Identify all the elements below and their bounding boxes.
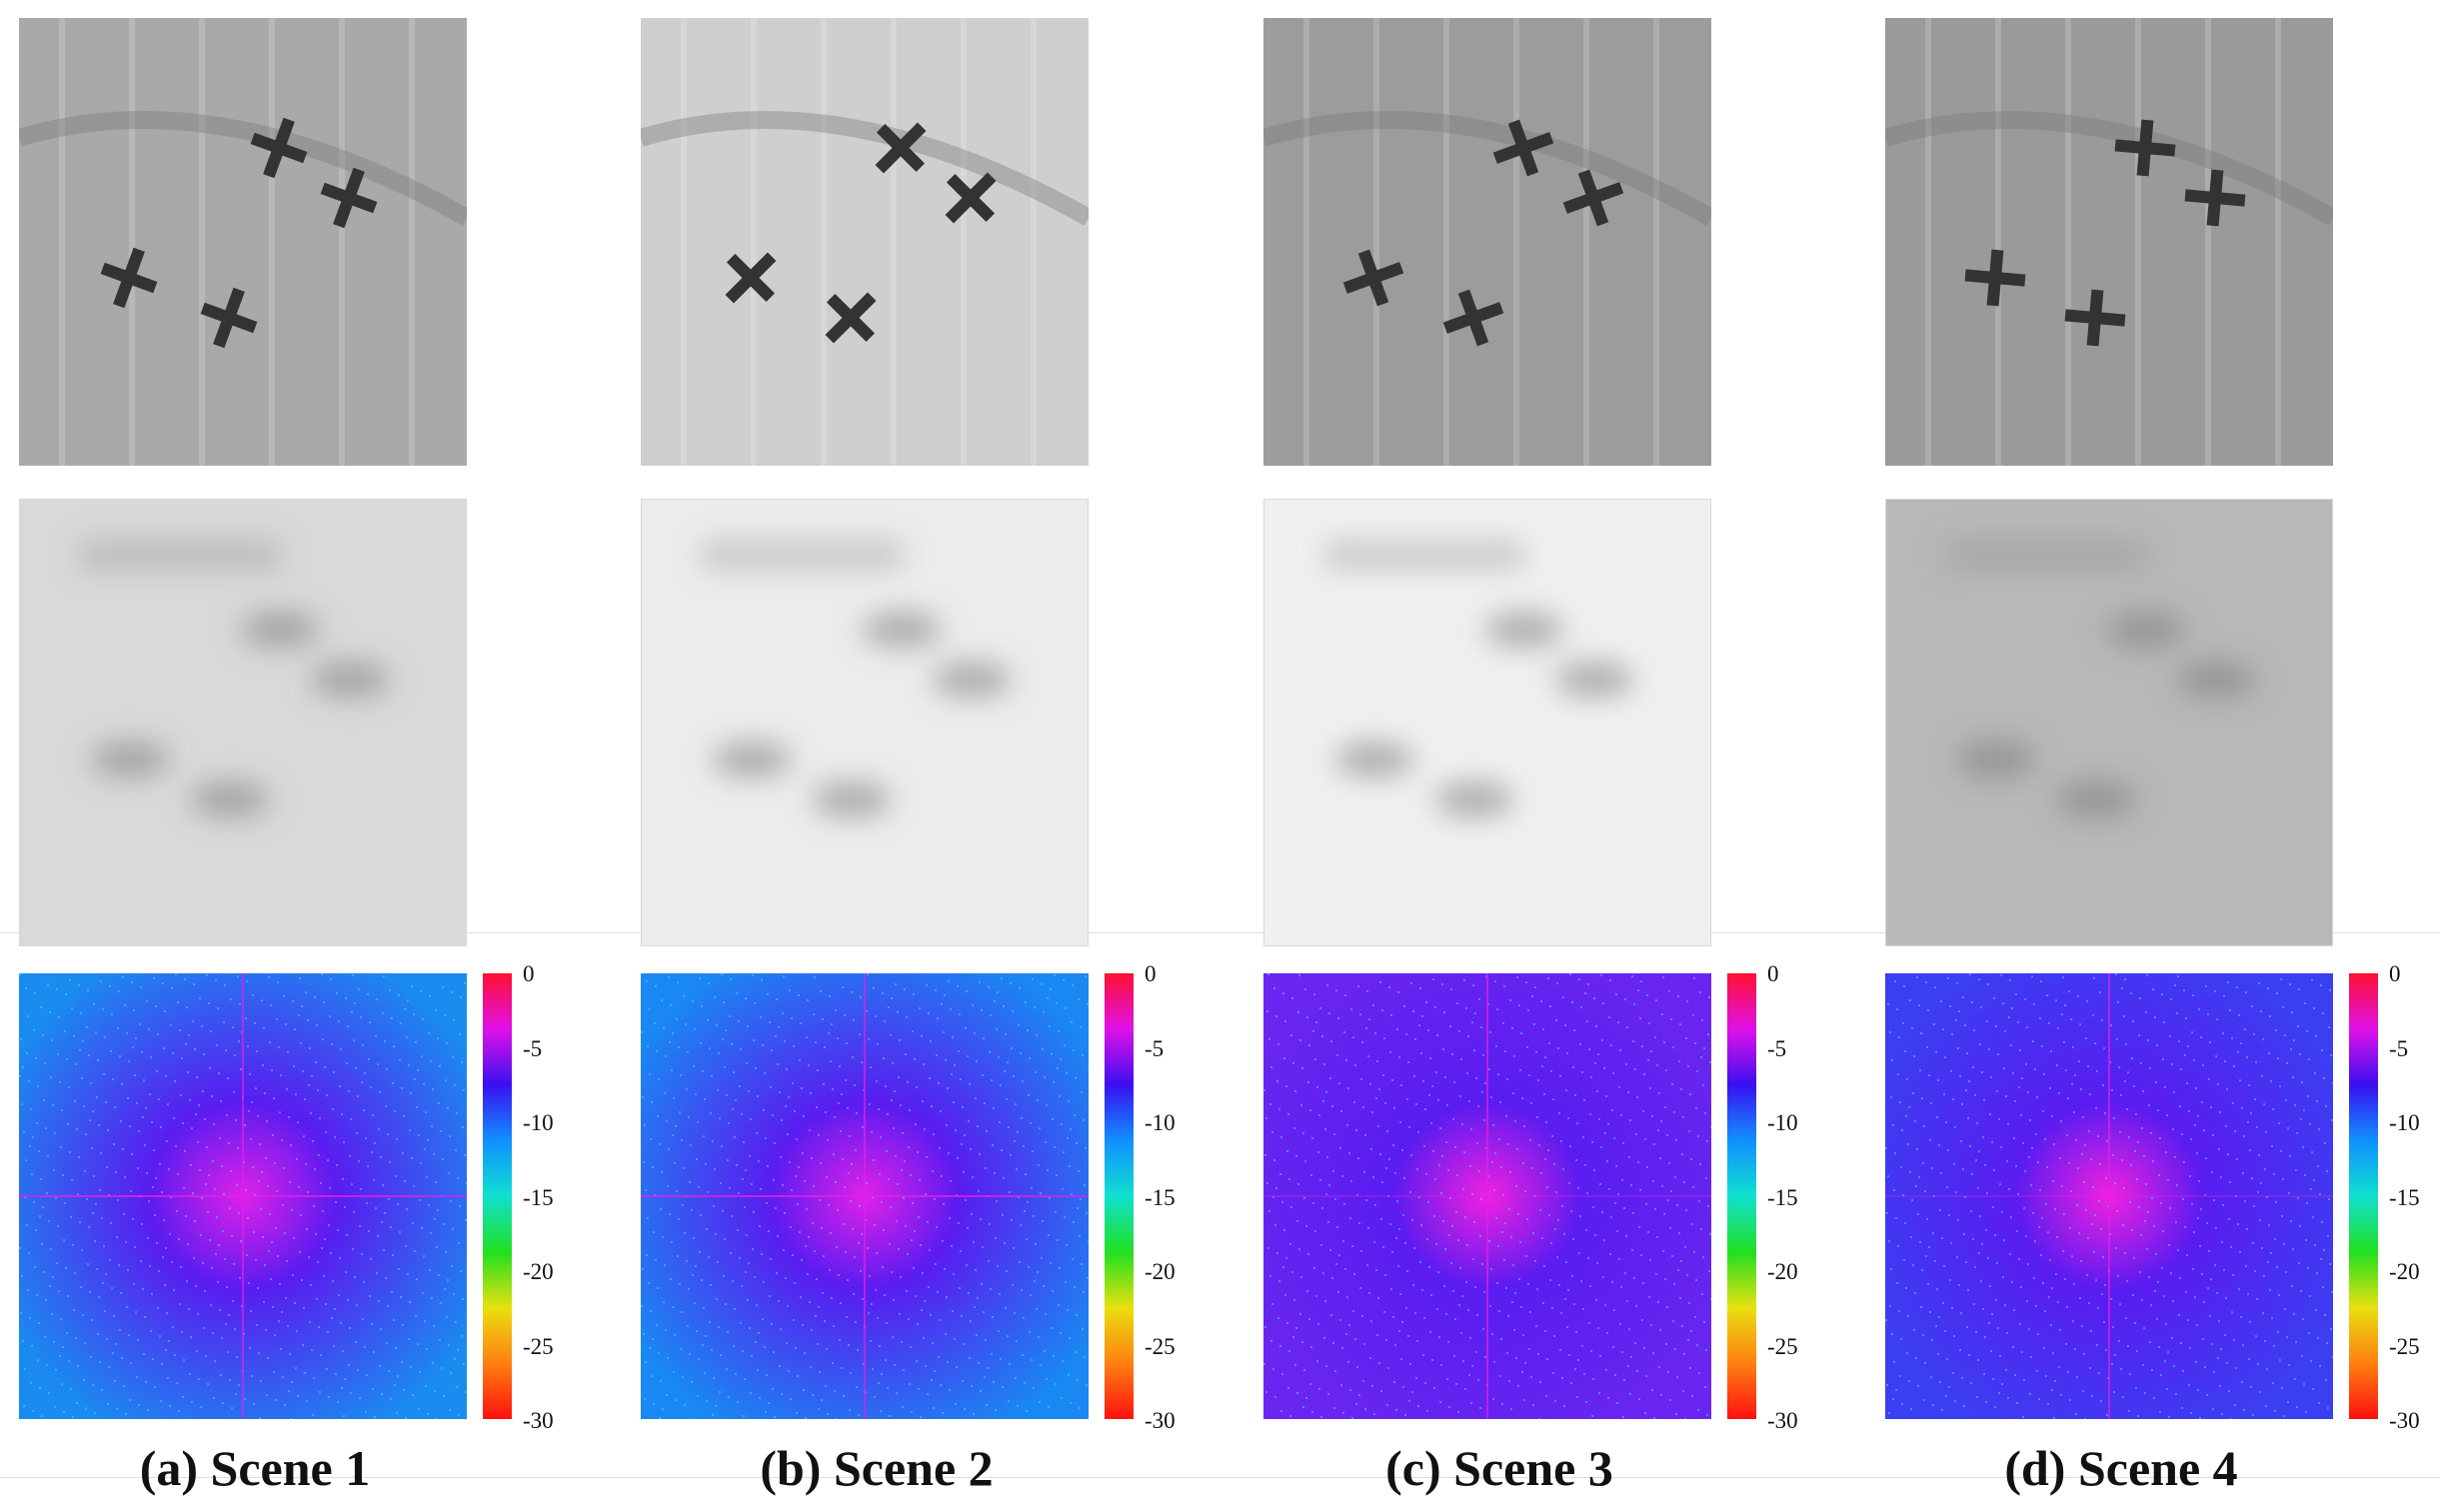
colorbar-tick-label: -25 xyxy=(523,1333,554,1359)
divider-line-top xyxy=(0,932,2440,933)
blurred-image xyxy=(641,499,1089,946)
colorbar-tick-label: -20 xyxy=(2389,1259,2420,1284)
colorbar-tick-label: -15 xyxy=(1767,1184,1798,1210)
scene-column: 0 -5 -10 -15 -20 -25 -30 (b) Scene 2 xyxy=(622,0,1246,1512)
colorbar-tick-label: -15 xyxy=(1145,1184,1176,1210)
colorbar-tick-label: -20 xyxy=(1767,1259,1798,1284)
spectrum-image xyxy=(19,973,467,1421)
colorbar xyxy=(1105,973,1134,1419)
scene-caption: (a) Scene 1 xyxy=(139,1440,371,1496)
colorbar-tick-label: -25 xyxy=(1145,1333,1176,1359)
colorbar-tick-label: 0 xyxy=(1767,961,1779,986)
aerial-image xyxy=(641,18,1089,466)
scene-caption: (d) Scene 4 xyxy=(2004,1440,2238,1496)
colorbar-tick-label: 0 xyxy=(1145,961,1157,986)
colorbar-tick-label: -15 xyxy=(2389,1184,2420,1210)
colorbar-tick-label: 0 xyxy=(523,961,535,986)
colorbar-tick-label: 0 xyxy=(2389,961,2401,986)
scene-column: 0 -5 -10 -15 -20 -25 -30 (d) Scene 4 xyxy=(1866,0,2440,1512)
colorbar-tick-label: -20 xyxy=(523,1259,554,1284)
divider-line-bottom xyxy=(0,1477,2440,1478)
blurred-image xyxy=(1885,499,2333,946)
colorbar-tick-label: -10 xyxy=(2389,1110,2420,1135)
colorbar-tick-label: -30 xyxy=(1767,1408,1798,1433)
colorbar-tick-label: -10 xyxy=(1767,1110,1798,1135)
colorbar xyxy=(1727,973,1756,1419)
colorbar-tick-label: -30 xyxy=(523,1408,554,1433)
colorbar-tick-label: -10 xyxy=(523,1110,554,1135)
blurred-image xyxy=(19,499,467,946)
colorbar-tick-label: -20 xyxy=(1145,1259,1176,1284)
blurred-image xyxy=(1263,499,1711,946)
scene-caption: (b) Scene 2 xyxy=(760,1440,994,1496)
spectrum-image xyxy=(1263,973,1711,1421)
colorbar-tick-label: -5 xyxy=(1767,1035,1787,1061)
aerial-image xyxy=(19,18,467,466)
spectrum-image xyxy=(1885,973,2333,1421)
spectrum-image xyxy=(641,973,1089,1421)
scene-caption: (c) Scene 3 xyxy=(1385,1440,1613,1496)
colorbar-tick-label: -30 xyxy=(1145,1408,1176,1433)
colorbar xyxy=(483,973,512,1419)
colorbar xyxy=(2349,973,2378,1419)
colorbar-tick-label: -5 xyxy=(1145,1035,1165,1061)
colorbar-tick-label: -25 xyxy=(2389,1333,2420,1359)
colorbar-tick-label: -15 xyxy=(523,1184,554,1210)
aerial-image xyxy=(1263,18,1711,466)
aerial-image xyxy=(1885,18,2333,466)
colorbar-tick-label: -10 xyxy=(1145,1110,1176,1135)
colorbar-tick-label: -5 xyxy=(523,1035,543,1061)
colorbar-tick-label: -5 xyxy=(2389,1035,2409,1061)
scene-column: 0 -5 -10 -15 -20 -25 -30 (a) Scene 1 xyxy=(0,0,625,1512)
colorbar-tick-label: -30 xyxy=(2389,1408,2420,1433)
scene-column: 0 -5 -10 -15 -20 -25 -30 (c) Scene 3 xyxy=(1244,0,1869,1512)
colorbar-tick-label: -25 xyxy=(1767,1333,1798,1359)
